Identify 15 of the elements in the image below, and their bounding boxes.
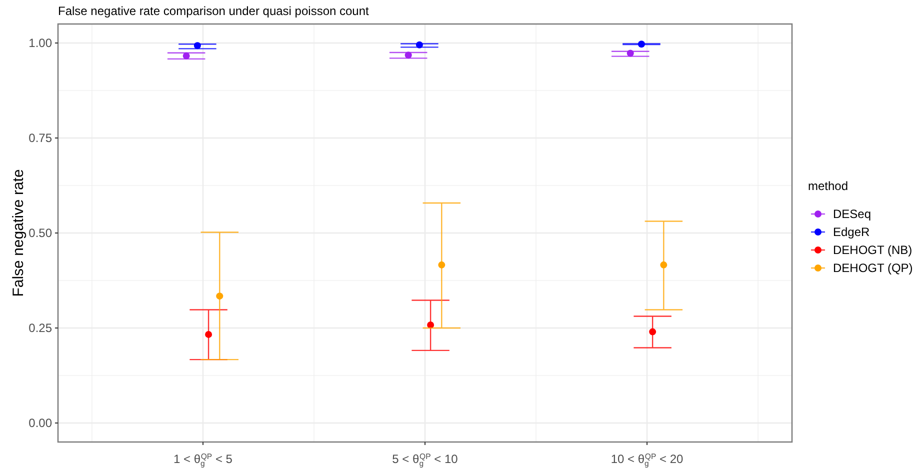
legend-label: DEHOGT (QP) <box>833 261 913 276</box>
x-tick-label: 1 < θ$_{g}$$^{QP}$ < 5 <box>173 452 233 468</box>
legend-label: EdgeR <box>833 225 870 240</box>
x-tick-label: 5 < θ$_{g}$$^{QP}$ < 10 <box>392 452 458 468</box>
y-axis-title: False negative rate <box>10 169 27 297</box>
legend-label: DEHOGT (NB) <box>833 243 912 258</box>
legend-label: DESeq <box>833 207 872 222</box>
legend-title: method <box>808 179 848 193</box>
x-tick-label: 10 < θ$_{g}$$^{QP}$ < 20 <box>610 452 684 468</box>
y-tick-label: 1.00 <box>28 36 52 50</box>
y-tick-label: 0.50 <box>28 226 52 240</box>
y-tick-label: 0.00 <box>28 416 52 430</box>
y-tick-label: 0.75 <box>28 131 52 146</box>
chart-title: False negative rate comparison under quasi poisson count <box>58 4 370 18</box>
y-tick-label: 0.25 <box>28 321 52 336</box>
